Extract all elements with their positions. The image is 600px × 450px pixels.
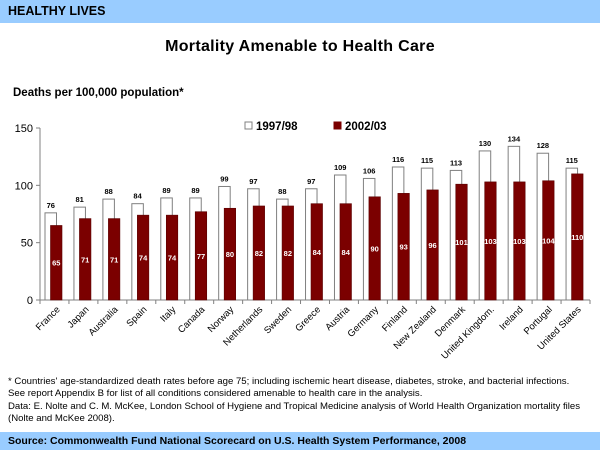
data-label-2002-03: 103 [513, 237, 526, 246]
bar-2002-03 [368, 196, 381, 301]
data-label-1997-98: 134 [508, 134, 521, 143]
data-label-2002-03: 65 [52, 259, 60, 268]
legend-1997-98-label: 1997/98 [256, 121, 298, 133]
data-label-1997-98: 115 [566, 156, 578, 165]
data-label-2002-03: 82 [255, 249, 263, 258]
data-label-2002-03: 74 [168, 254, 177, 263]
bar-2002-03 [281, 205, 294, 301]
legend-1997-98-swatch [244, 121, 253, 130]
x-tick-label: Sweden [262, 304, 294, 336]
data-label-1997-98: 116 [392, 155, 404, 164]
data-label-2002-03: 84 [342, 248, 351, 257]
x-tick-label: Canada [176, 304, 208, 336]
data-label-1997-98: 128 [537, 141, 550, 150]
data-label-1997-98: 89 [162, 186, 170, 195]
data-label-1997-98: 97 [307, 177, 315, 186]
bar-2002-03 [310, 203, 323, 301]
data-label-1997-98: 88 [278, 187, 286, 196]
data-label-2002-03: 110 [571, 233, 583, 242]
y-tick-label: 0 [27, 295, 33, 307]
data-label-1997-98: 84 [133, 192, 142, 201]
x-tick-label: Italy [158, 304, 178, 324]
data-label-1997-98: 113 [450, 158, 462, 167]
legend-2002-03-label: 2002/03 [345, 121, 387, 133]
data-label-1997-98: 89 [191, 186, 199, 195]
data-label-1997-98: 109 [334, 163, 347, 172]
footer-bar: Source: Commonwealth Fund National Score… [0, 432, 600, 450]
y-tick-label: 150 [15, 123, 33, 135]
footnote-appendix: See report Appendix B for list of all co… [8, 388, 423, 400]
footnote-data-source: Data: E. Nolte and C. M. McKee, London S… [8, 400, 580, 424]
y-tick-label: 50 [21, 238, 33, 250]
bar-2002-03 [339, 203, 352, 301]
footnote-asterisk: * Countries' age-standardized death rate… [8, 376, 570, 387]
bar-2002-03 [79, 218, 92, 301]
bar-2002-03 [571, 173, 584, 301]
header-bar: HEALTHY LIVES [0, 0, 600, 23]
x-tick-label: Spain [124, 304, 149, 329]
data-label-1997-98: 115 [421, 156, 433, 165]
data-label-1997-98: 99 [220, 174, 228, 183]
bar-2002-03 [542, 180, 555, 301]
bar-2002-03 [108, 218, 121, 301]
x-tick-label: United Kingdom. [439, 304, 496, 361]
data-label-2002-03: 77 [197, 252, 205, 261]
data-label-1997-98: 76 [47, 201, 55, 210]
bar-2002-03 [484, 181, 497, 301]
data-label-2002-03: 96 [428, 241, 436, 250]
footnotes: * Countries' age-standardized death rate… [8, 376, 598, 425]
bar-2002-03 [455, 183, 468, 301]
x-tick-label: France [34, 304, 63, 333]
data-label-1997-98: 97 [249, 177, 257, 186]
bar-2002-03 [50, 225, 63, 301]
data-label-2002-03: 82 [284, 249, 292, 258]
data-label-1997-98: 130 [479, 139, 492, 148]
data-label-2002-03: 90 [370, 244, 378, 253]
data-label-2002-03: 93 [399, 243, 407, 252]
x-tick-label: Australia [87, 304, 121, 338]
bar-2002-03 [223, 207, 236, 301]
legend-2002-03-swatch [333, 121, 342, 130]
data-label-2002-03: 71 [81, 255, 89, 264]
x-tick-label: Germany [346, 304, 382, 340]
bar-2002-03 [252, 205, 265, 301]
bar-2002-03 [426, 189, 439, 301]
data-label-2002-03: 80 [226, 250, 234, 259]
y-axis-label: Deaths per 100,000 population* [13, 87, 184, 99]
data-label-2002-03: 103 [484, 237, 497, 246]
data-label-1997-98: 106 [363, 166, 376, 175]
data-label-1997-98: 81 [76, 195, 84, 204]
x-tick-label: Japan [65, 304, 91, 330]
bar-2002-03 [194, 211, 208, 301]
bar-2002-03 [137, 214, 150, 301]
data-label-2002-03: 84 [313, 248, 322, 257]
source-label: Source: Commonwealth Fund National Score… [8, 435, 467, 447]
x-tick-label: Greece [293, 304, 323, 334]
y-tick-label: 100 [15, 180, 33, 192]
data-label-2002-03: 74 [139, 254, 148, 263]
section-label: HEALTHY LIVES [8, 4, 106, 18]
bar-2002-03 [513, 181, 526, 301]
data-label-2002-03: 104 [542, 236, 555, 245]
bar-2002-03 [165, 214, 179, 301]
data-label-1997-98: 88 [104, 187, 112, 196]
bar-chart: 0 50 100 150 76 65 France 81 71 Japan 88 71 Australi… [15, 121, 591, 362]
data-label-2002-03: 101 [455, 238, 468, 247]
data-label-2002-03: 71 [110, 255, 118, 264]
bar-2002-03 [397, 193, 410, 301]
chart-title: Mortality Amenable to Health Care [165, 38, 435, 55]
